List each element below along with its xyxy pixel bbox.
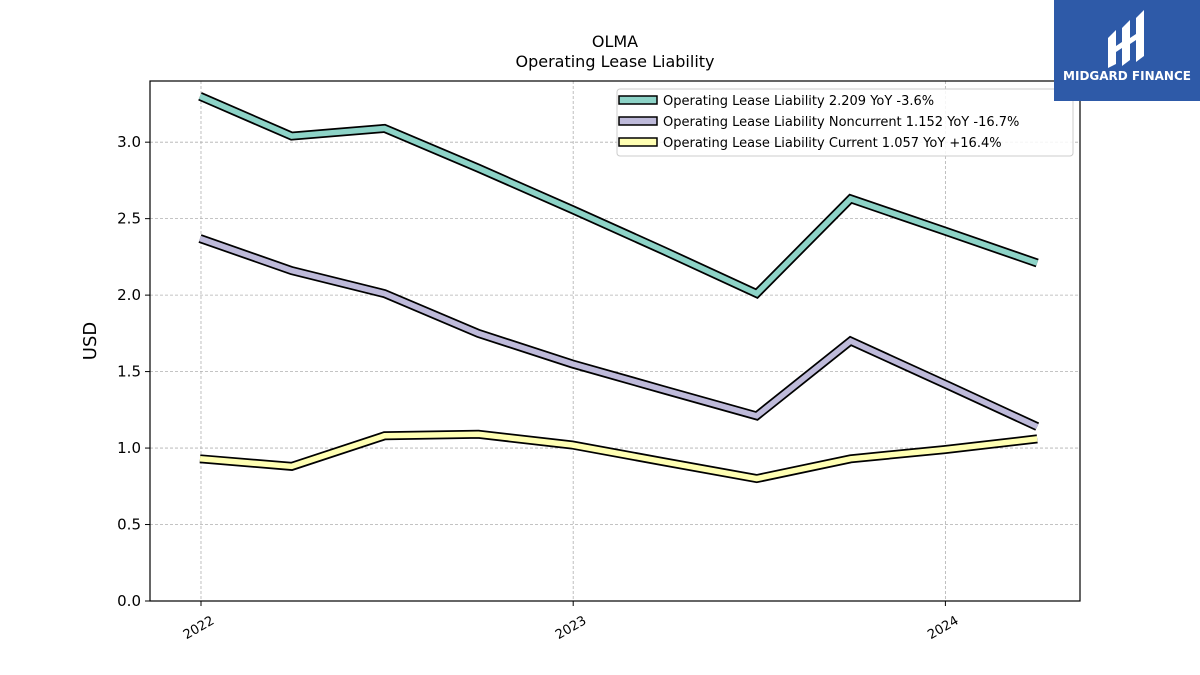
chart-subtitle: Operating Lease Liability <box>515 52 715 71</box>
midgard-logo-icon <box>1108 10 1144 68</box>
legend-swatch <box>618 137 658 147</box>
legend: Operating Lease Liability 2.209 YoY -3.6… <box>616 88 1074 157</box>
y-tick-label: 3.0 <box>117 133 141 151</box>
legend-label: Operating Lease Liability 2.209 YoY -3.6… <box>663 94 934 109</box>
chart-title: OLMA <box>591 32 639 51</box>
legend-label: Operating Lease Liability Current 1.057 … <box>663 136 1002 151</box>
legend-box <box>616 88 1074 157</box>
legend-swatch <box>618 116 658 126</box>
series-lines <box>198 92 1040 484</box>
series-line <box>199 235 1039 430</box>
plot-frame <box>149 80 1081 602</box>
x-tick-label: 2023 <box>553 613 589 643</box>
series-outline <box>198 234 1040 431</box>
legend-label: Operating Lease Liability Noncurrent 1.1… <box>663 115 1019 130</box>
y-tick-label: 2.5 <box>117 210 141 228</box>
series-line <box>199 431 1038 482</box>
y-tick-label: 1.0 <box>117 439 141 457</box>
legend-swatch <box>618 95 658 105</box>
y-tick-label: 1.5 <box>117 363 141 381</box>
grid-lines <box>150 81 1080 602</box>
y-tick-label: 2.0 <box>117 286 141 304</box>
y-tick-label: 0.5 <box>117 516 141 534</box>
y-tick-label: 0.0 <box>117 592 141 610</box>
logo-text: MIDGARD FINANCE <box>1063 69 1191 83</box>
x-tick-label: 2024 <box>925 613 961 643</box>
brand-logo: MIDGARD FINANCE <box>1054 0 1200 101</box>
y-axis-label: USD <box>80 322 101 360</box>
series-line <box>198 93 1039 297</box>
x-tick-label: 2022 <box>181 613 217 643</box>
